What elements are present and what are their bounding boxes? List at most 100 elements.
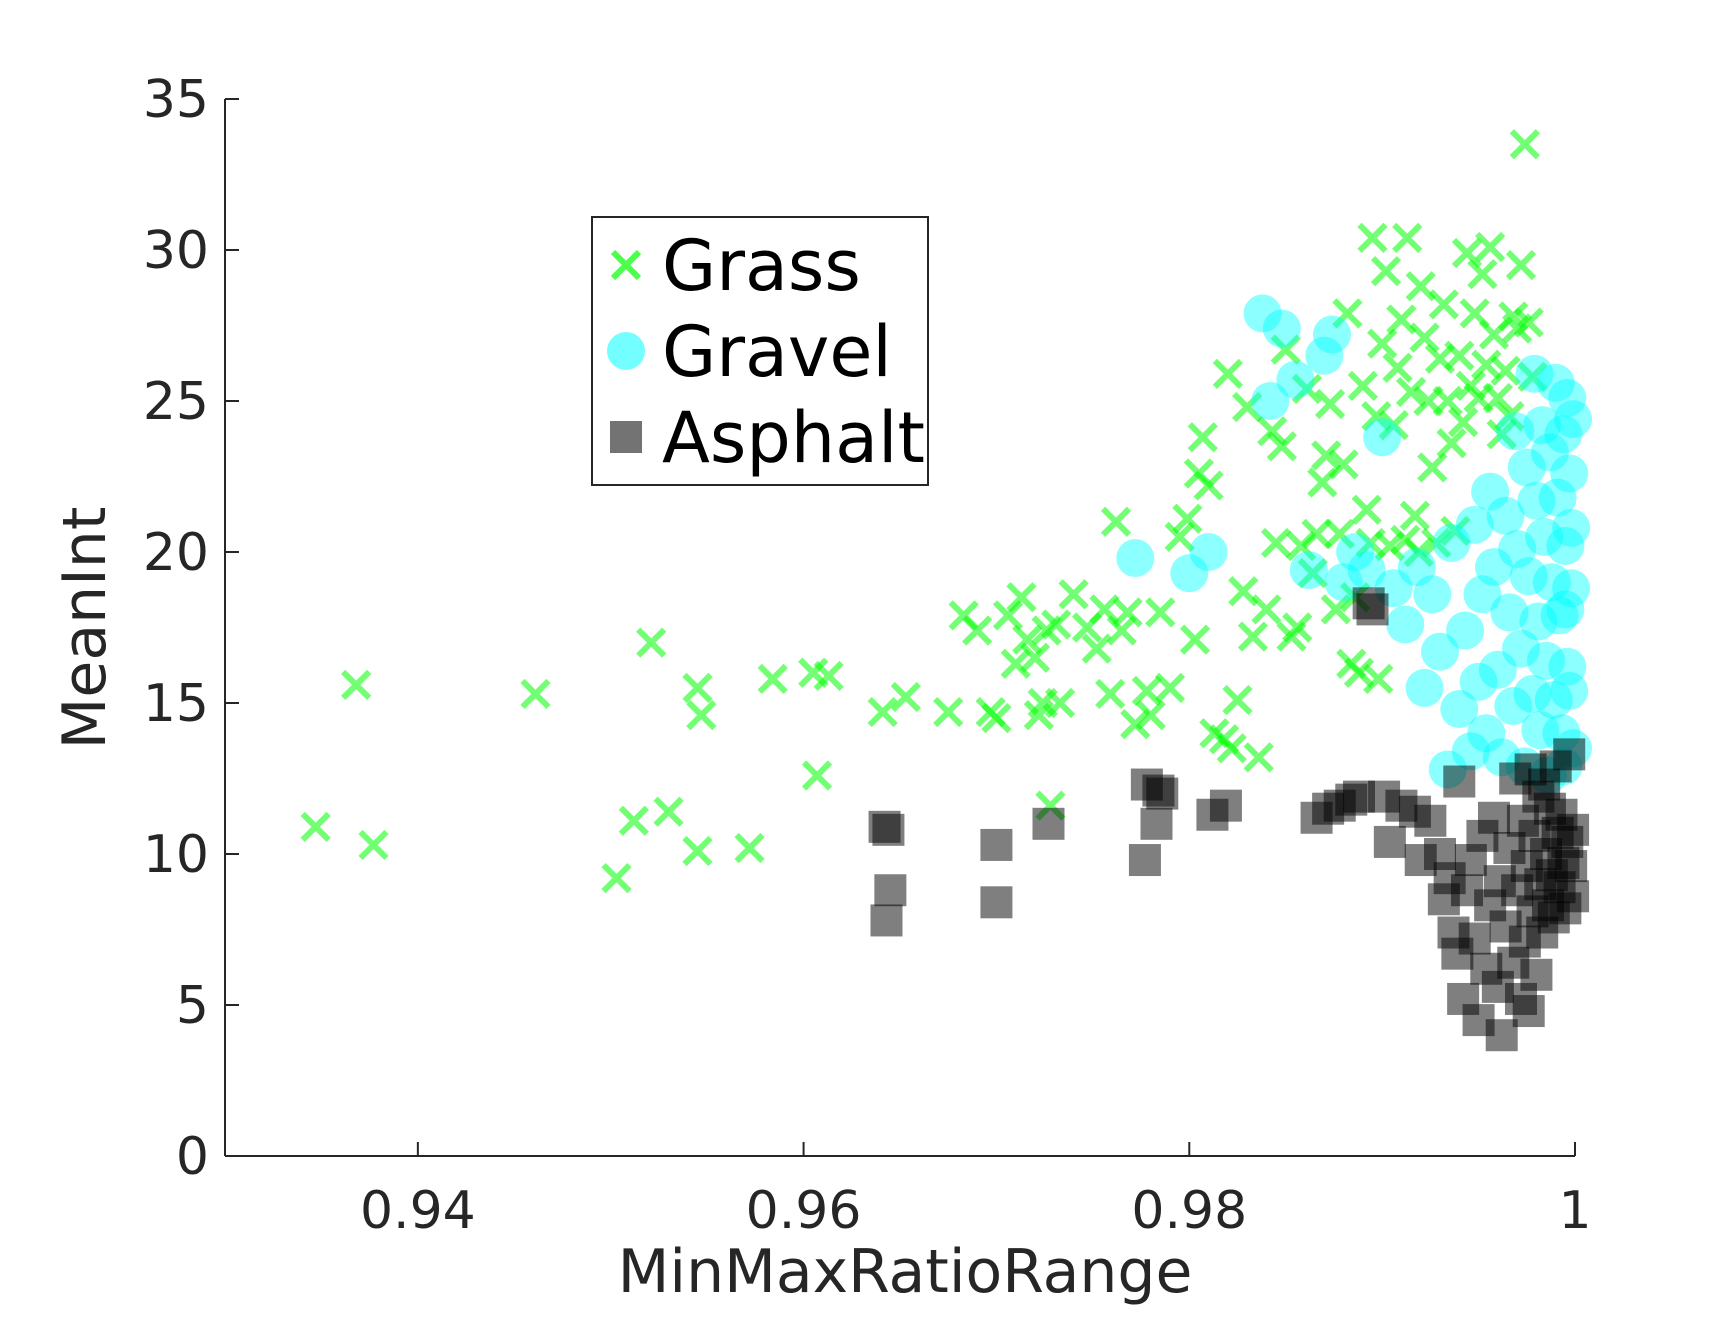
grass-point	[300, 811, 331, 842]
grass-point	[1058, 579, 1089, 610]
gravel-point	[1170, 554, 1209, 593]
grass-point	[1237, 621, 1269, 652]
grass-point	[757, 663, 788, 694]
asphalt-point	[1485, 1019, 1518, 1052]
grass-point	[1216, 733, 1247, 764]
series-asphalt	[868, 587, 1590, 1052]
grass-point	[358, 829, 389, 861]
gravel-point	[1540, 596, 1579, 635]
x-tick-label: 0.94	[360, 1181, 476, 1241]
grass-point	[682, 672, 713, 704]
gravel-point	[1530, 433, 1569, 472]
gravel-point	[1440, 690, 1479, 729]
grass-point	[520, 678, 551, 710]
gravel-point	[1262, 309, 1301, 348]
gravel-point	[1313, 315, 1351, 354]
gravel-point	[1467, 714, 1506, 753]
grass-point	[813, 660, 844, 691]
asphalt-point	[1557, 880, 1590, 913]
grass-point	[1282, 612, 1313, 643]
legend-box	[591, 216, 929, 486]
asphalt-point	[1458, 922, 1491, 955]
grass-point	[618, 805, 649, 836]
grass-point	[1006, 582, 1037, 613]
gravel-point	[1552, 569, 1591, 608]
gravel-point	[1451, 732, 1490, 771]
gravel-point	[1432, 523, 1471, 562]
gravel-point	[1550, 671, 1589, 710]
grass-point	[1187, 422, 1218, 453]
grass-point	[1332, 298, 1363, 329]
asphalt-point	[1140, 807, 1173, 840]
gravel-point	[1538, 478, 1577, 517]
grass-point	[1311, 440, 1342, 471]
grass-point	[1212, 358, 1243, 389]
y-tick-label: 35	[143, 70, 209, 130]
grass-point	[801, 760, 833, 791]
grass-point	[1475, 231, 1506, 263]
gravel-point	[1548, 378, 1587, 417]
grass-point	[682, 835, 713, 867]
grass-point	[1172, 503, 1203, 534]
grass-point	[1395, 376, 1427, 408]
grass-point	[1095, 678, 1126, 710]
grass-point	[1260, 527, 1292, 559]
x-tick-label: 0.98	[1131, 1181, 1247, 1241]
grass-point	[1135, 699, 1166, 731]
grass-point	[1106, 615, 1137, 646]
grass-point	[1444, 340, 1475, 371]
x-tick-label: 1	[1558, 1181, 1591, 1241]
grass-point	[1513, 307, 1544, 338]
grass-point	[1440, 515, 1471, 546]
grass-point	[1357, 222, 1388, 254]
grass-point	[1193, 470, 1224, 501]
gravel-point	[1536, 363, 1575, 402]
grass-point	[1243, 742, 1274, 773]
legend-label-gravel: Gravel	[662, 311, 892, 393]
grass-point	[1509, 129, 1540, 160]
grass-point	[1131, 675, 1162, 707]
asphalt-point	[1128, 844, 1161, 877]
gravel-point	[1544, 415, 1583, 454]
gravel-point	[1251, 382, 1290, 420]
grass-point	[1436, 428, 1467, 459]
asphalt-point	[1520, 958, 1553, 991]
grass-point	[1351, 494, 1382, 525]
legend-marker-asphalt	[610, 421, 642, 453]
grass-point	[1367, 328, 1398, 359]
grass-point	[1012, 624, 1043, 655]
grass-point	[890, 681, 921, 713]
asphalt-point	[870, 904, 903, 937]
grass-point	[1100, 506, 1132, 537]
grass-point	[1232, 391, 1263, 423]
grass-point	[1347, 370, 1378, 402]
grass-point	[1370, 256, 1402, 287]
gravel-point	[1532, 563, 1571, 602]
asphalt-point	[1512, 995, 1545, 1028]
grass-point	[1179, 624, 1211, 655]
gravel-point	[1421, 632, 1459, 671]
grass-point	[1421, 527, 1452, 559]
asphalt-point	[872, 813, 905, 846]
legend-marker-gravel	[607, 332, 645, 370]
gravel-point	[1515, 354, 1554, 393]
grass-point	[1417, 452, 1448, 483]
grass-point	[1409, 322, 1440, 353]
grass-point	[1517, 361, 1548, 392]
grass-point	[1486, 419, 1517, 450]
gravel-point	[1534, 680, 1573, 719]
gravel-point	[1552, 508, 1591, 547]
gravel-point	[1363, 418, 1402, 457]
asphalt-point	[1352, 587, 1385, 620]
asphalt-point	[1414, 804, 1447, 837]
gravel-point	[1546, 526, 1585, 565]
grass-point	[1494, 400, 1525, 432]
y-tick-label: 0	[176, 1127, 209, 1187]
grass-point	[1386, 304, 1417, 335]
grass-point	[1363, 663, 1394, 694]
gravel-point	[1494, 687, 1533, 726]
grass-point	[1314, 388, 1346, 420]
grass-point	[601, 863, 632, 894]
